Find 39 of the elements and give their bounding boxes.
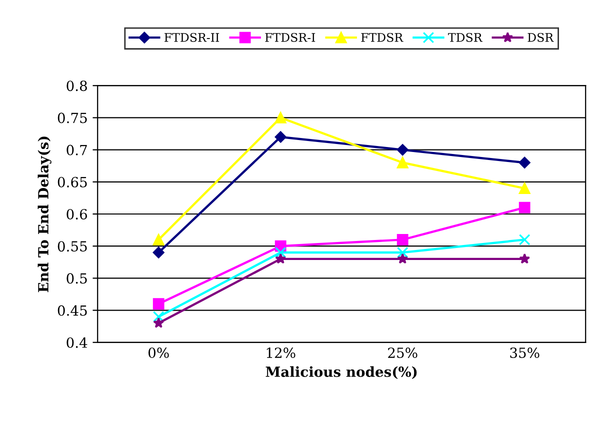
x-tick-label: 25% bbox=[388, 348, 418, 358]
legend-label: FTDSR bbox=[361, 32, 404, 42]
y-tick-label: 0.55 bbox=[58, 241, 87, 252]
legend-label: TDSR bbox=[448, 32, 483, 42]
point bbox=[152, 311, 164, 322]
y-tick-label: 0.45 bbox=[58, 305, 87, 316]
x-tick-label: 35% bbox=[510, 348, 540, 358]
legend-label: DSR bbox=[528, 32, 554, 42]
point bbox=[275, 253, 286, 264]
y-tick-label: 0.75 bbox=[58, 112, 87, 124]
legend-label: FTDSR-I bbox=[265, 32, 316, 42]
point bbox=[396, 156, 408, 168]
y-tick-label: 0.8 bbox=[66, 80, 87, 92]
y-tick-label: 0.65 bbox=[58, 176, 87, 188]
point bbox=[274, 246, 286, 258]
x-tick-label: 12% bbox=[266, 348, 296, 358]
point bbox=[518, 234, 530, 246]
legend-label: FTDSR-II bbox=[164, 32, 220, 42]
x-tick-label: 0% bbox=[148, 348, 169, 358]
point bbox=[397, 253, 408, 264]
point bbox=[152, 246, 164, 258]
point bbox=[518, 182, 530, 194]
point bbox=[153, 317, 164, 328]
point bbox=[152, 298, 164, 310]
point bbox=[396, 246, 408, 258]
point bbox=[274, 112, 286, 124]
point bbox=[396, 234, 408, 246]
point bbox=[518, 156, 530, 168]
point bbox=[274, 131, 286, 143]
y-tick-label: 0.5 bbox=[66, 273, 87, 284]
point bbox=[396, 144, 408, 156]
x-axis-title: Malicious nodes(%) bbox=[266, 366, 417, 379]
y-tick-label: 0.7 bbox=[66, 144, 87, 156]
y-tick-label: 0.4 bbox=[66, 337, 88, 348]
point bbox=[519, 253, 530, 264]
y-axis-title: End To End Delay(s) bbox=[38, 136, 52, 292]
point bbox=[518, 202, 530, 214]
y-tick-label: 0.6 bbox=[66, 208, 88, 220]
point bbox=[152, 234, 164, 246]
